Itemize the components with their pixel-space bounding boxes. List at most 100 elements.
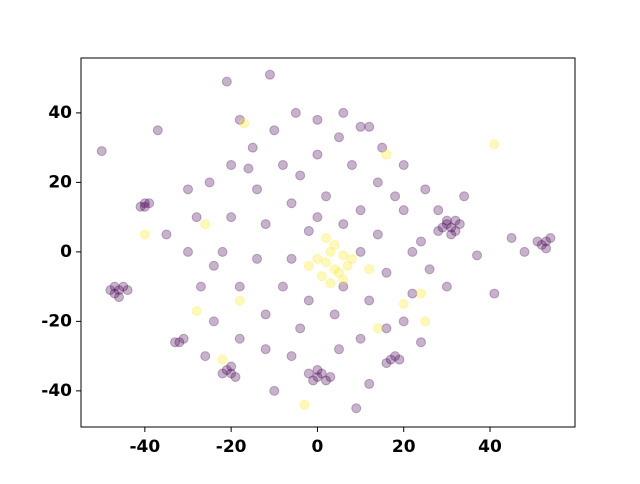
- point: [139, 198, 150, 209]
- point: [230, 371, 241, 382]
- point: [174, 337, 185, 348]
- point: [161, 229, 172, 240]
- point: [299, 399, 310, 410]
- point: [96, 146, 107, 157]
- point: [329, 264, 340, 275]
- point: [364, 264, 375, 275]
- point: [135, 201, 146, 212]
- point: [441, 281, 452, 292]
- point: [489, 288, 500, 299]
- point: [234, 295, 245, 306]
- point: [364, 121, 375, 132]
- point: [381, 358, 392, 369]
- point: [372, 229, 383, 240]
- point: [338, 274, 349, 285]
- point: [200, 351, 211, 362]
- point: [372, 323, 383, 334]
- point: [105, 285, 116, 296]
- point: [290, 107, 301, 118]
- point: [217, 246, 228, 257]
- point: [407, 246, 418, 257]
- point: [277, 160, 288, 171]
- point: [415, 236, 426, 247]
- point: [316, 271, 327, 282]
- point: [541, 243, 552, 254]
- point: [489, 139, 500, 150]
- point: [446, 222, 457, 233]
- x-tick-label: 40: [478, 437, 502, 457]
- point: [536, 239, 547, 250]
- point: [321, 232, 332, 243]
- point: [316, 368, 327, 379]
- point: [252, 253, 263, 264]
- point: [398, 316, 409, 327]
- point: [424, 264, 435, 275]
- point: [351, 403, 362, 414]
- point: [226, 160, 237, 171]
- point: [139, 229, 150, 240]
- point: [226, 212, 237, 223]
- point: [437, 222, 448, 233]
- point: [338, 107, 349, 118]
- point: [329, 309, 340, 320]
- point: [113, 285, 124, 296]
- point: [385, 354, 396, 365]
- point: [338, 250, 349, 261]
- point: [226, 361, 237, 372]
- point: [286, 351, 297, 362]
- x-tick-label: -20: [216, 437, 247, 457]
- point: [269, 125, 280, 136]
- point: [269, 385, 280, 396]
- point: [342, 260, 353, 271]
- point: [295, 170, 306, 181]
- point: [109, 281, 120, 292]
- point: [260, 309, 271, 320]
- point: [191, 212, 202, 223]
- point: [506, 232, 517, 243]
- point: [260, 344, 271, 355]
- point: [381, 323, 392, 334]
- point: [239, 118, 250, 129]
- point: [312, 365, 323, 376]
- point: [338, 219, 349, 230]
- point: [441, 219, 452, 230]
- point: [420, 316, 431, 327]
- x-tick-label: 0: [312, 437, 324, 457]
- point: [398, 160, 409, 171]
- point: [346, 253, 357, 264]
- point: [200, 219, 211, 230]
- point: [152, 125, 163, 136]
- point: [325, 371, 336, 382]
- point: [321, 191, 332, 202]
- point: [394, 354, 405, 365]
- point: [109, 288, 120, 299]
- point: [252, 184, 263, 195]
- point: [321, 375, 332, 386]
- x-tick-label: 20: [392, 437, 416, 457]
- point: [454, 219, 465, 230]
- point: [303, 260, 314, 271]
- y-tick-label: -40: [41, 381, 72, 401]
- point: [355, 246, 366, 257]
- point: [381, 149, 392, 160]
- point: [545, 232, 556, 243]
- point: [346, 160, 357, 171]
- y-tick-label: -20: [41, 311, 72, 331]
- point: [234, 281, 245, 292]
- point: [312, 114, 323, 125]
- point: [450, 215, 461, 226]
- point: [407, 288, 418, 299]
- point: [139, 201, 150, 212]
- point: [355, 205, 366, 216]
- y-tick-label: 0: [60, 242, 72, 262]
- point: [208, 260, 219, 271]
- point: [420, 184, 431, 195]
- point: [217, 354, 228, 365]
- point: [303, 226, 314, 237]
- point: [208, 316, 219, 327]
- point: [398, 299, 409, 309]
- point: [170, 337, 181, 348]
- point: [122, 285, 133, 296]
- point: [441, 215, 452, 226]
